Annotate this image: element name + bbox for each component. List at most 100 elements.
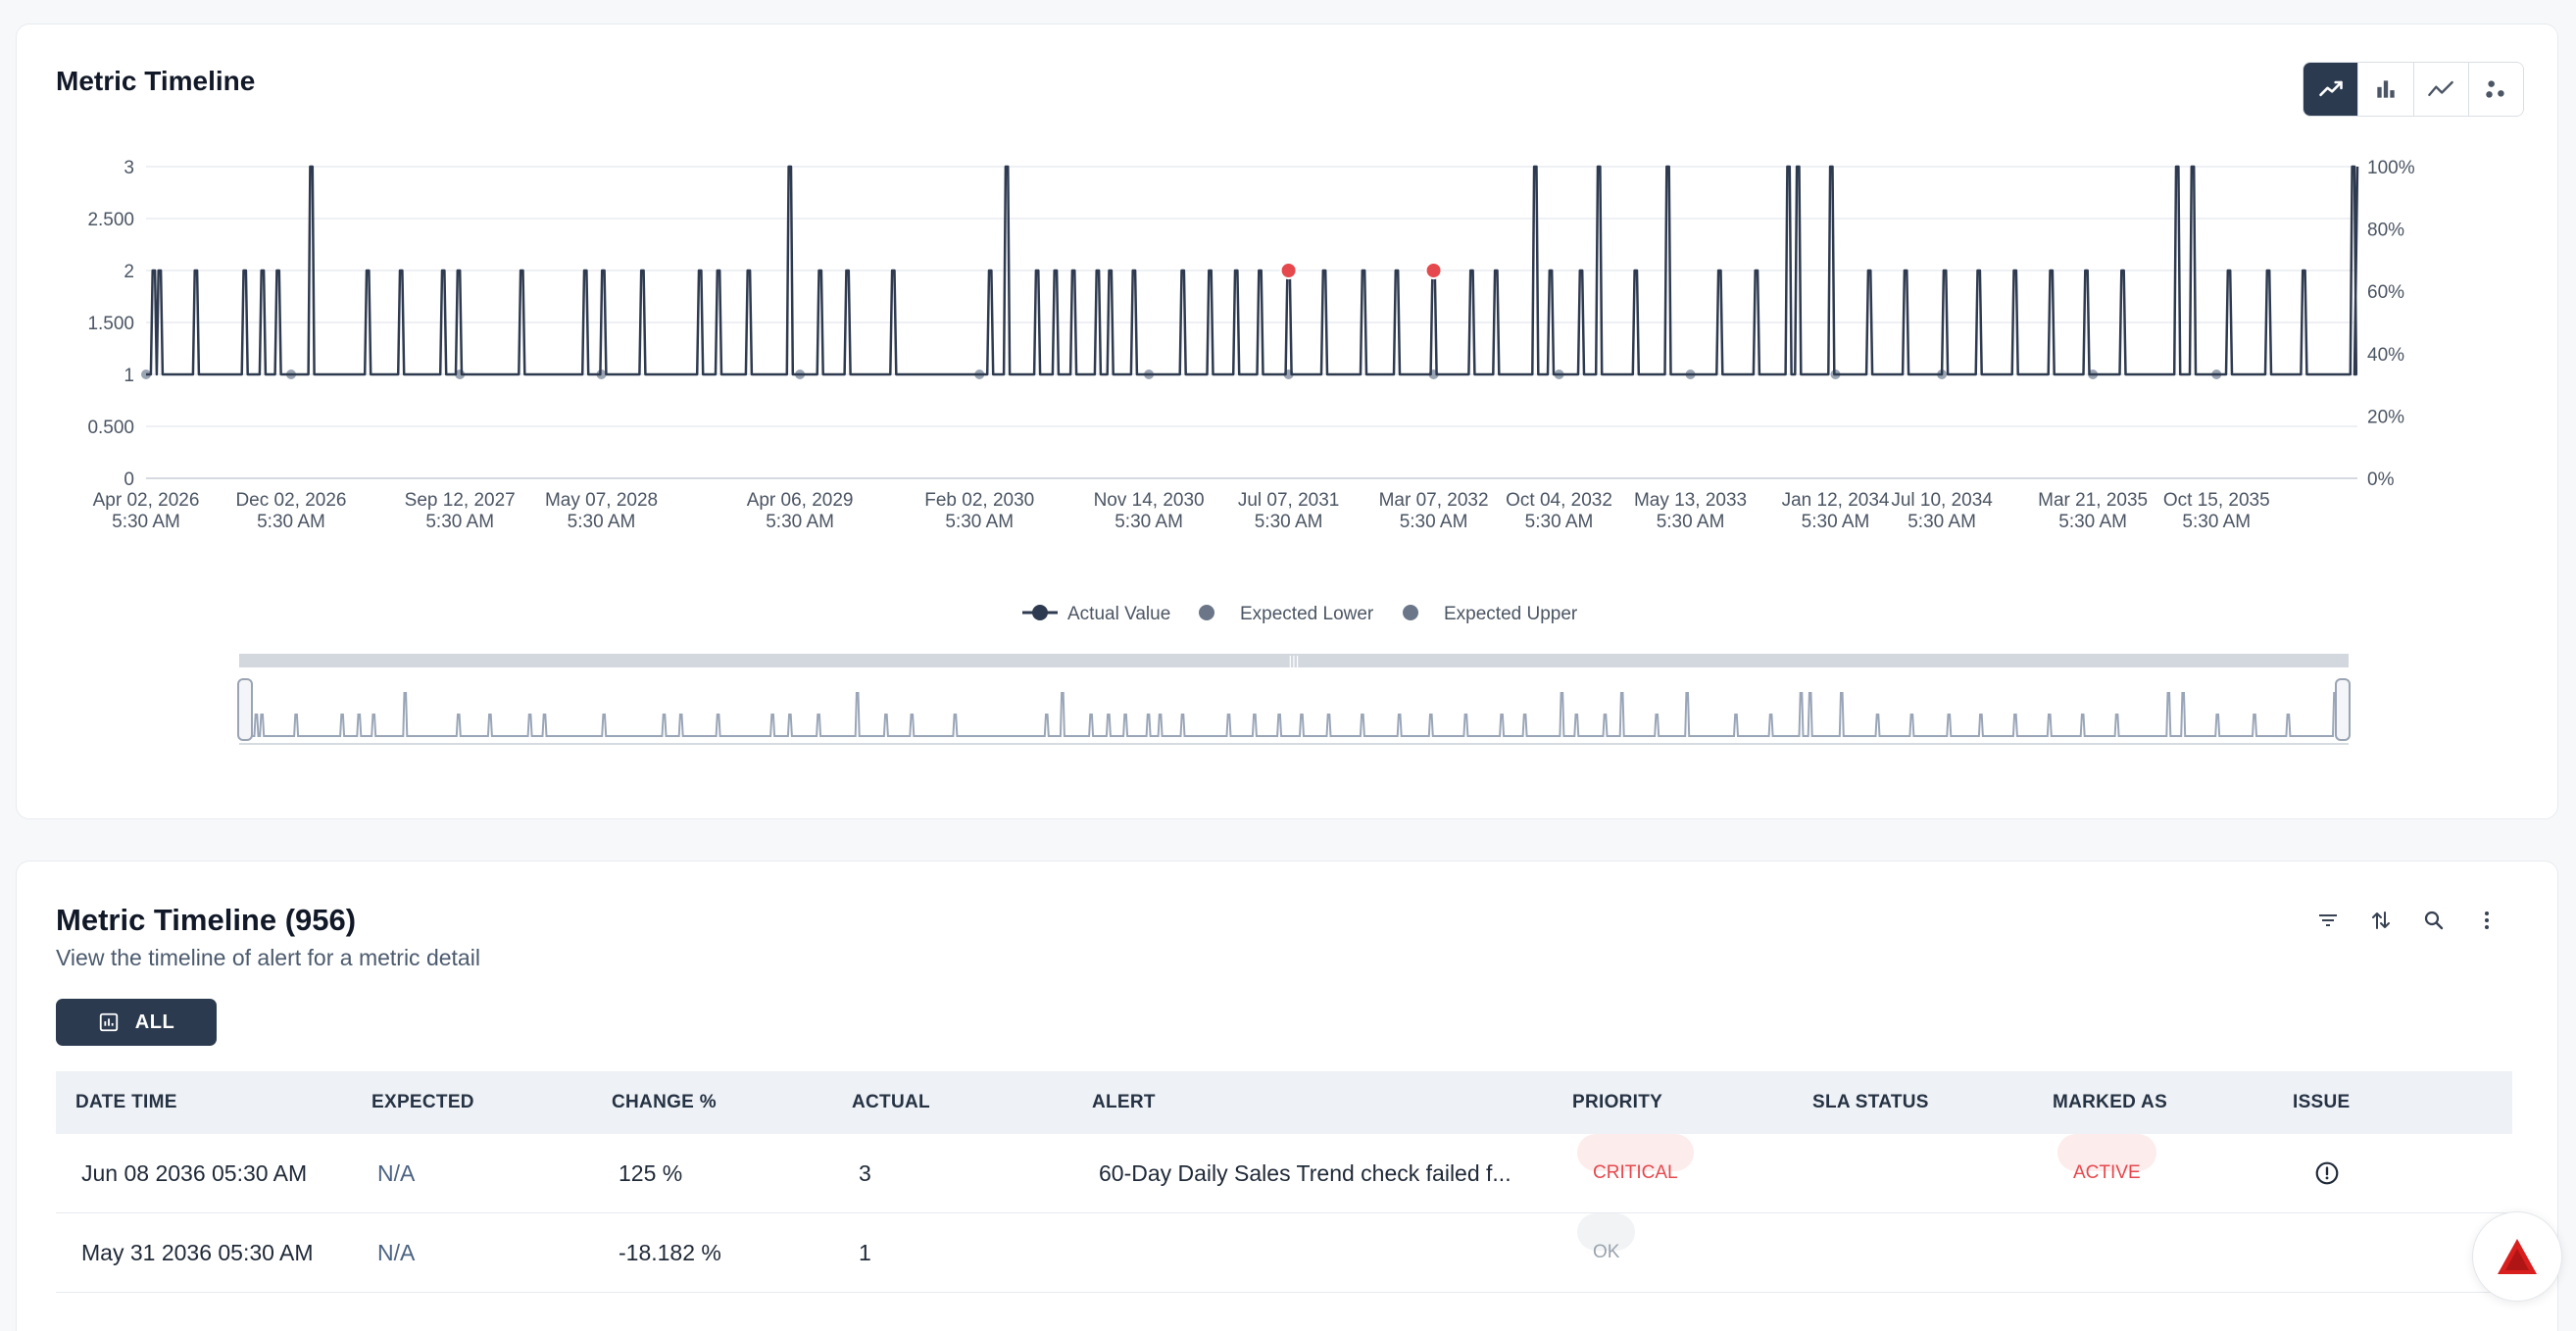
column-header-alert[interactable]: ALERT [1092,1092,1156,1112]
column-header-priority[interactable]: PRIORITY [1572,1092,1663,1112]
cell-alert[interactable]: 60-Day Daily Sales Trend check failed f.… [1099,1160,1511,1186]
column-header-actual[interactable]: ACTUAL [852,1092,930,1112]
x-axis-tick-label: 5:30 AM [568,512,636,532]
y-axis-tick-label: 0 [124,469,134,490]
x-axis-tick-label: 5:30 AM [1802,512,1870,532]
metric-timeline-chart-card: Metric Timeline 3 2.500 2 1.500 1 0.500 0 100% 8… [16,24,2558,819]
x-axis-tick-label: Mar 07, 2032 [1379,490,1489,511]
anomaly-point [1424,262,1443,279]
x-axis-tick-label: 5:30 AM [1400,512,1468,532]
table-header: DATE TIME EXPECTED CHANGE % ACTUAL ALERT… [56,1071,2512,1134]
legend-expected-lower-marker [1199,605,1214,620]
x-axis-tick-label: Nov 14, 2030 [1094,490,1205,511]
all-filter-button[interactable]: ALL [56,999,217,1046]
navigator-scrollbar [239,654,2349,667]
table-row[interactable]: May 31 2036 05:30 AM N/A -18.182 % 1 OK [56,1213,2512,1293]
y2-axis-tick-label: 40% [2367,345,2404,366]
issue-button[interactable] [2314,1160,2340,1186]
chart-view-toggle [2303,62,2524,117]
alert-circle-icon [2315,1161,2339,1185]
x-axis-tick-label: Feb 02, 2030 [924,490,1034,511]
scatter-chart-toggle[interactable] [2468,63,2523,116]
x-axis-tick-label: Apr 06, 2029 [747,490,854,511]
column-header-issue[interactable]: ISSUE [2293,1092,2351,1112]
navigator-series-line [249,692,2340,737]
line-chart-icon [2318,80,2343,97]
x-axis-tick-label: May 07, 2028 [545,490,658,511]
help-launcher-button[interactable] [2472,1211,2562,1302]
x-axis-tick-label: 5:30 AM [1657,512,1725,532]
y2-axis-tick-label: 100% [2367,158,2415,178]
filter-icon [2319,914,2337,926]
timeline-table: DATE TIME EXPECTED CHANGE % ACTUAL ALERT… [56,1071,2512,1293]
metric-timeline-table-card: Metric Timeline (956) View the timeline … [16,861,2558,1331]
x-axis-tick-label: Jan 12, 2034 [1782,490,1890,511]
search-button[interactable] [2414,901,2453,940]
x-axis-tick-label: Jul 10, 2034 [1891,490,1993,511]
column-header-change[interactable]: CHANGE % [612,1092,717,1112]
legend-expected-lower-label: Expected Lower [1240,604,1374,624]
legend-expected-upper-label: Expected Upper [1444,604,1578,624]
x-axis-tick-label: 5:30 AM [425,512,494,532]
navigator-right-handle[interactable] [2335,678,2351,741]
bar-chart-toggle[interactable] [2358,63,2414,116]
sort-button[interactable] [2361,901,2401,940]
x-axis-tick-label: 5:30 AM [1907,512,1976,532]
chart-card-title: Metric Timeline [56,66,256,96]
metric-timeline-chart[interactable]: 3 2.500 2 1.500 1 0.500 0 100% 80% 60% 40% 20% 0% Apr… [17,25,2559,820]
more-vertical-icon [2485,912,2489,929]
bar-chart-icon [2377,80,2395,98]
y2-axis-tick-label: 80% [2367,221,2404,241]
chart-box-icon [99,1012,118,1032]
priority-badge: CRITICAL [1577,1134,1694,1183]
x-axis-tick-label: 5:30 AM [766,512,834,532]
cell-actual: 1 [859,1240,871,1265]
navigator-grip: ||| [1289,653,1300,668]
x-axis-tick-label: Apr 02, 2026 [93,490,200,511]
y-axis-tick-label: 0.500 [87,418,134,438]
scatter-chart-icon [2486,80,2505,98]
all-button-label: ALL [134,1011,175,1033]
column-header-marked-as[interactable]: MARKED AS [2053,1092,2168,1112]
x-axis-tick-label: 5:30 AM [2058,512,2127,532]
x-axis-tick-label: Dec 02, 2026 [235,490,346,511]
y-axis-tick-label: 1 [124,366,134,386]
cell-expected: N/A [377,1240,416,1265]
table-card-subtitle: View the timeline of alert for a metric … [56,945,480,970]
legend-actual-marker [1032,605,1048,620]
y-axis-tick-label: 1.500 [87,314,134,334]
sort-icon [2372,912,2390,929]
x-axis-tick-label: Oct 04, 2032 [1506,490,1612,511]
warning-triangle-logo-icon [2498,1239,2537,1274]
x-axis-tick-label: Jul 07, 2031 [1238,490,1340,511]
x-axis-tick-label: Oct 15, 2035 [2163,490,2270,511]
line-chart-toggle[interactable] [2304,63,2359,116]
search-icon [2424,911,2444,930]
table-card-title: Metric Timeline (956) [56,903,357,937]
marked-as-badge: ACTIVE [2057,1134,2156,1183]
cell-actual: 3 [859,1160,871,1186]
table-row[interactable]: Jun 08 2036 05:30 AM N/A 125 % 3 60-Day … [56,1134,2512,1213]
x-axis-tick-label: 5:30 AM [1115,512,1183,532]
column-header-sla-status[interactable]: SLA STATUS [1812,1092,1929,1112]
filter-button[interactable] [2308,901,2348,940]
column-header-datetime[interactable]: DATE TIME [75,1092,177,1112]
legend-actual-label: Actual Value [1067,604,1170,624]
y-axis-tick-label: 2 [124,262,134,282]
y-axis-tick-label: 2.500 [87,210,134,230]
more-options-button[interactable] [2467,901,2506,940]
x-axis-tick-label: 5:30 AM [2182,512,2251,532]
x-axis-tick-label: 5:30 AM [112,512,180,532]
navigator-left-handle[interactable] [237,678,253,741]
legend-expected-upper-marker [1403,605,1418,620]
trend-chart-icon [2428,80,2453,97]
x-axis-tick-label: Mar 21, 2035 [2038,490,2148,511]
cell-change: 125 % [619,1160,683,1186]
column-header-expected[interactable]: EXPECTED [372,1092,474,1112]
anomaly-point [1279,262,1298,279]
y2-axis-tick-label: 60% [2367,282,2404,303]
trend-chart-toggle[interactable] [2413,63,2469,116]
x-axis-tick-label: May 13, 2033 [1634,490,1747,511]
y-axis-tick-label: 3 [124,158,134,178]
x-axis-tick-label: 5:30 AM [257,512,325,532]
